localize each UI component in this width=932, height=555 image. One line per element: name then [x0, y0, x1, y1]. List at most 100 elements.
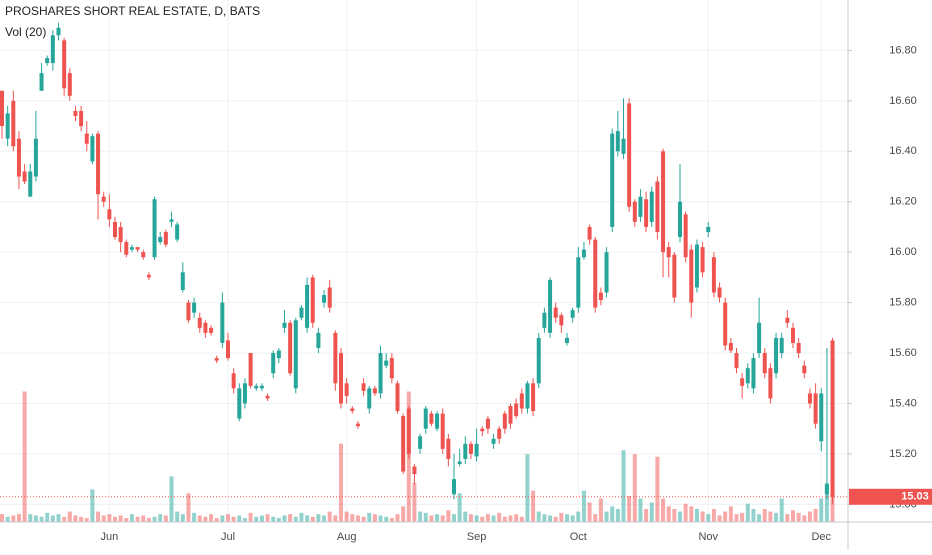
volume-bar: [231, 516, 236, 522]
candle-body: [5, 113, 10, 139]
candle-body: [706, 226, 711, 232]
volume-bar: [565, 514, 569, 522]
volume-bar: [446, 510, 451, 522]
volume-bar: [508, 515, 513, 522]
volume-bar: [96, 511, 101, 522]
volume-bar: [158, 514, 163, 522]
candle-body: [192, 302, 197, 313]
volume-bar: [621, 450, 626, 522]
candle-body: [553, 307, 558, 318]
volume-bar: [519, 516, 524, 522]
last-price-label: 15.03: [901, 491, 929, 503]
volume-bar: [384, 516, 389, 522]
candle-body: [791, 327, 795, 343]
volume-bar: [757, 514, 762, 522]
candle-body: [197, 317, 202, 328]
volume-bar: [254, 516, 259, 522]
volume-bar: [79, 516, 84, 522]
candle-body: [401, 416, 406, 472]
candle-body: [819, 393, 824, 442]
volume-bar: [175, 511, 180, 522]
volume-bar: [740, 512, 745, 522]
volume-bar: [389, 518, 394, 522]
volume-bar: [649, 502, 654, 522]
volume-bar: [418, 511, 423, 522]
volume-bar: [734, 514, 739, 522]
candle-body: [141, 252, 146, 258]
candle-body: [711, 257, 716, 293]
volume-bar: [644, 508, 649, 522]
candle-body: [491, 438, 496, 444]
x-tick-label: Jul: [221, 531, 235, 543]
candle-body: [28, 171, 33, 197]
candle-body: [67, 73, 72, 96]
candle-body: [39, 73, 44, 91]
volume-bar: [440, 515, 445, 522]
volume-bar: [350, 514, 355, 522]
volume-bar: [118, 515, 123, 522]
candle-body: [254, 385, 259, 389]
volume-bar: [474, 515, 479, 522]
candle-body: [146, 274, 151, 278]
volume-bar: [485, 514, 490, 522]
candle-body: [598, 292, 603, 301]
candle-body: [163, 232, 168, 245]
candle-body: [124, 242, 129, 255]
volume-bar: [237, 515, 242, 522]
candle-body: [655, 181, 660, 232]
candle-body: [0, 90, 4, 127]
volume-bar: [548, 515, 553, 522]
candle-body: [565, 337, 569, 343]
candle-body: [666, 247, 671, 258]
volume-bar: [412, 482, 417, 522]
candle-body: [220, 302, 225, 343]
candle-body: [678, 201, 682, 238]
volume-bar: [293, 516, 298, 522]
candle-body: [683, 214, 688, 258]
volume-bar: [553, 516, 558, 522]
candle-body: [96, 133, 101, 195]
volume-bar: [344, 511, 349, 522]
candle-body: [209, 327, 214, 333]
candle-body: [762, 353, 767, 374]
volume-bar: [33, 515, 38, 522]
y-tick-label: 15.60: [889, 347, 917, 359]
candle-body: [22, 171, 27, 182]
volume-bar: [723, 511, 728, 522]
volume-bar: [67, 511, 72, 522]
candle-body: [723, 302, 728, 346]
candle-body: [248, 353, 253, 386]
volume-bar: [468, 514, 473, 522]
volume-bar: [615, 508, 620, 522]
candle-body: [344, 383, 349, 396]
volume-bar: [570, 515, 575, 522]
volume-bar: [774, 512, 779, 522]
volume-bar: [214, 518, 219, 522]
candle-body: [435, 413, 440, 429]
candle-body: [632, 201, 637, 222]
candle-body: [581, 249, 586, 258]
candle-body: [361, 383, 366, 391]
volume-bar: [610, 506, 615, 522]
volume-bar: [62, 516, 67, 522]
volume-bar: [226, 514, 230, 522]
volume-bar: [429, 515, 434, 522]
volume-bar: [203, 516, 208, 522]
candle-body: [62, 40, 67, 89]
candle-body: [440, 413, 445, 449]
candle-body: [395, 383, 400, 412]
candle-body: [751, 358, 756, 389]
volume-bar: [689, 506, 694, 522]
candle-body: [542, 312, 547, 328]
volume-bar: [271, 516, 276, 522]
candle-body: [745, 368, 750, 384]
volume-bar: [531, 490, 536, 522]
volume-bar: [423, 512, 428, 522]
volume-title: Vol (20): [5, 25, 46, 39]
volume-bar: [779, 498, 784, 522]
candle-body: [129, 247, 134, 250]
candle-body: [627, 103, 632, 207]
volume-bar: [604, 511, 609, 522]
candle-body: [508, 406, 513, 424]
volume-bar: [598, 498, 603, 522]
